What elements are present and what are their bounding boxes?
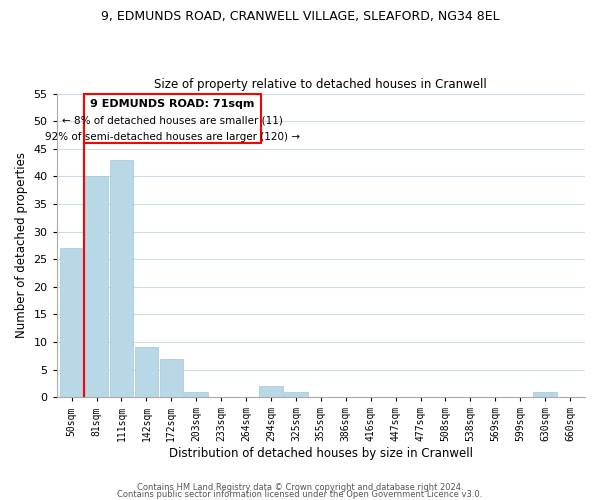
Text: Contains public sector information licensed under the Open Government Licence v3: Contains public sector information licen…: [118, 490, 482, 499]
Text: ← 8% of detached houses are smaller (11): ← 8% of detached houses are smaller (11): [62, 116, 283, 126]
Bar: [60, 248, 83, 397]
Bar: [85, 176, 109, 397]
Bar: [160, 358, 183, 397]
Bar: [284, 392, 308, 397]
Title: Size of property relative to detached houses in Cranwell: Size of property relative to detached ho…: [154, 78, 487, 91]
Y-axis label: Number of detached properties: Number of detached properties: [15, 152, 28, 338]
Text: 92% of semi-detached houses are larger (120) →: 92% of semi-detached houses are larger (…: [45, 132, 300, 142]
Bar: [533, 392, 557, 397]
Bar: [259, 386, 283, 397]
Bar: [184, 392, 208, 397]
FancyBboxPatch shape: [83, 94, 261, 143]
X-axis label: Distribution of detached houses by size in Cranwell: Distribution of detached houses by size …: [169, 447, 473, 460]
Text: 9 EDMUNDS ROAD: 71sqm: 9 EDMUNDS ROAD: 71sqm: [90, 99, 254, 109]
Bar: [134, 348, 158, 397]
Text: Contains HM Land Registry data © Crown copyright and database right 2024.: Contains HM Land Registry data © Crown c…: [137, 484, 463, 492]
Bar: [110, 160, 133, 397]
Text: 9, EDMUNDS ROAD, CRANWELL VILLAGE, SLEAFORD, NG34 8EL: 9, EDMUNDS ROAD, CRANWELL VILLAGE, SLEAF…: [101, 10, 499, 23]
